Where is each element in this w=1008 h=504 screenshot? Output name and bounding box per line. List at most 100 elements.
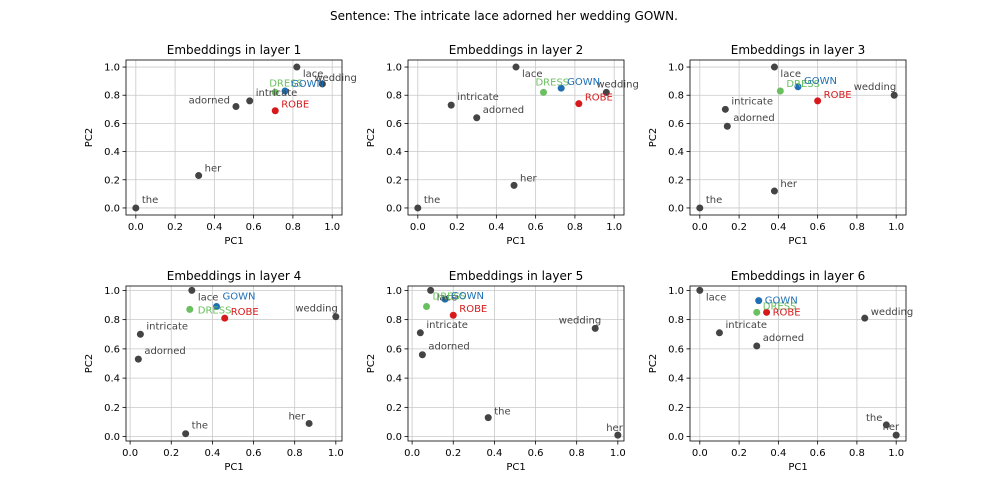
y-tick-label: 0.0 (104, 203, 120, 214)
x-tick-label: 0.0 (692, 448, 708, 459)
point-label-robe: ROBE (281, 100, 309, 111)
x-axis-label: PC1 (788, 462, 807, 473)
point-dress (539, 88, 547, 96)
x-tick-label: 0.4 (770, 448, 786, 459)
y-tick-label: 1.0 (104, 63, 120, 74)
subplot-4: 0.0 0.2 0.4 0.6 0.8 1.0 0.0 0.2 0.4 0.6 0.8 1.0 Embe… (84, 269, 344, 473)
y-tick-label: 0.6 (104, 344, 120, 355)
point-wedding (591, 324, 599, 332)
point-label-dress: DRESS (535, 77, 569, 88)
x-tick-label: 0.8 (849, 448, 865, 459)
point-the (882, 421, 890, 429)
x-tick-label: 0.2 (449, 222, 465, 233)
plot-frame (689, 59, 907, 216)
point-wedding (318, 80, 326, 88)
point-adorned (723, 122, 731, 130)
point-intricate (136, 330, 144, 338)
point-label-her: her (780, 179, 797, 190)
point-label-adorned: adorned (189, 96, 230, 107)
point-lace (188, 286, 196, 294)
y-tick-label: 1.0 (668, 286, 684, 297)
point-her (510, 181, 518, 189)
x-tick-label: 0.6 (246, 222, 262, 233)
point-label-intricate: intricate (256, 88, 298, 99)
y-tick-label: 0.2 (386, 175, 402, 186)
point-label-her: her (883, 422, 900, 433)
x-tick-label: 0.0 (122, 448, 138, 459)
x-tick-label: 0.8 (285, 222, 301, 233)
y-tick-label: 1.0 (386, 286, 402, 297)
subplot-title: Embeddings in layer 4 (167, 269, 301, 283)
subplot-2: 0.0 0.2 0.4 0.6 0.8 1.0 0.0 0.2 0.4 0.6 0.8 1.0 Embe… (366, 43, 639, 247)
point-lace (293, 63, 301, 71)
x-axis-label: PC1 (224, 236, 243, 247)
point-the (132, 204, 140, 212)
y-tick-label: 0.4 (104, 147, 120, 158)
plot-frame (689, 285, 907, 442)
x-tick-label: 0.6 (246, 448, 262, 459)
point-dress (186, 305, 194, 313)
point-lace (696, 286, 704, 294)
y-tick-label: 0.8 (668, 91, 684, 102)
plot-frame (407, 285, 625, 442)
figure-title: Sentence: The intricate lace adorned her… (330, 9, 678, 23)
point-label-wedding: wedding (871, 307, 914, 318)
point-label-her: her (606, 423, 623, 434)
x-tick-label: 0.0 (410, 222, 426, 233)
plot-frame (125, 59, 343, 216)
x-axis-label: PC1 (506, 462, 525, 473)
point-dress (423, 302, 431, 310)
point-dress (271, 88, 279, 96)
y-tick-label: 0.2 (668, 403, 684, 414)
plot-frame (407, 59, 625, 216)
point-label-wedding: wedding (314, 73, 357, 84)
point-intricate (721, 105, 729, 113)
y-tick-label: 0.0 (386, 203, 402, 214)
point-robe (763, 308, 771, 316)
subplot-5: 0.0 0.2 0.4 0.6 0.8 1.0 0.0 0.2 0.4 0.6 0.8 1.0 Embe… (366, 269, 626, 473)
point-adorned (232, 103, 240, 110)
point-gown (794, 83, 802, 91)
point-label-robe: ROBE (231, 307, 259, 318)
x-tick-label: 0.4 (204, 448, 220, 459)
y-tick-label: 0.2 (668, 175, 684, 186)
x-tick-label: 0.8 (569, 448, 585, 459)
x-tick-label: 0.2 (445, 448, 461, 459)
x-axis-label: PC1 (506, 236, 525, 247)
subplot-6: 0.0 0.2 0.4 0.6 0.8 1.0 0.0 0.2 0.4 0.6 0.8 1.0 Embe… (648, 269, 913, 473)
point-label-lace: lace (780, 69, 801, 80)
point-label-gown: GOWN (291, 79, 324, 90)
y-tick-label: 0.2 (104, 175, 120, 186)
y-tick-label: 0.6 (386, 119, 402, 130)
point-wedding (602, 88, 610, 96)
y-tick-label: 0.8 (386, 91, 402, 102)
x-tick-label: 0.4 (206, 222, 222, 233)
y-tick-label: 0.0 (668, 432, 684, 443)
x-tick-label: 0.2 (163, 448, 179, 459)
point-adorned (753, 342, 761, 350)
y-tick-label: 1.0 (104, 286, 120, 297)
subplot-title: Embeddings in layer 5 (449, 269, 583, 283)
point-intricate (246, 97, 254, 105)
y-tick-label: 0.6 (386, 344, 402, 355)
point-label-the: the (866, 413, 882, 424)
y-tick-label: 0.2 (104, 403, 120, 414)
point-label-intricate: intricate (457, 92, 499, 103)
x-tick-label: 0.6 (810, 222, 826, 233)
x-tick-label: 0.6 (528, 448, 544, 459)
point-label-the: the (706, 195, 722, 206)
x-tick-label: 0.6 (528, 222, 544, 233)
y-tick-label: 0.6 (668, 344, 684, 355)
point-label-wedding: wedding (295, 304, 338, 315)
y-tick-label: 0.0 (104, 432, 120, 443)
x-tick-label: 0.0 (404, 448, 420, 459)
x-tick-label: 1.0 (324, 222, 340, 233)
x-tick-label: 0.4 (488, 222, 504, 233)
y-tick-label: 0.4 (386, 147, 402, 158)
x-tick-label: 0.6 (810, 448, 826, 459)
x-tick-label: 0.4 (770, 222, 786, 233)
point-gown (557, 84, 565, 92)
point-gown (755, 297, 763, 305)
point-robe (221, 314, 229, 322)
point-the (414, 204, 422, 212)
